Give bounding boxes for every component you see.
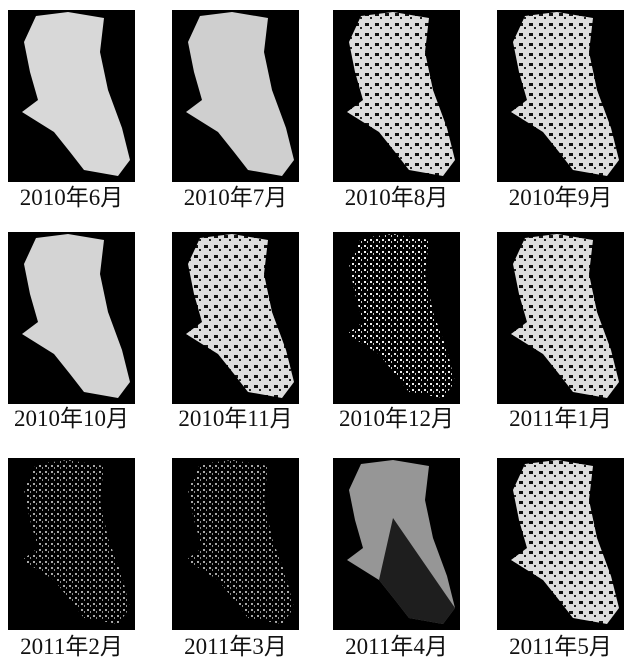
image-panel bbox=[8, 458, 135, 630]
caption: 2011年5月 bbox=[509, 634, 612, 659]
caption: 2010年10月 bbox=[14, 406, 129, 431]
caption: 2010年7月 bbox=[184, 185, 288, 210]
image-panel bbox=[497, 458, 624, 630]
caption: 2010年6月 bbox=[20, 185, 124, 210]
image-panel bbox=[497, 10, 624, 182]
caption: 2010年11月 bbox=[178, 406, 292, 431]
caption: 2011年1月 bbox=[509, 406, 612, 431]
image-panel bbox=[333, 10, 460, 182]
caption: 2011年4月 bbox=[345, 634, 448, 659]
figure: 2010年6月 2010年7月 2010年8月 2010年9月 2010年10月 2010… bbox=[0, 0, 626, 668]
image-panel bbox=[333, 458, 460, 630]
image-panel bbox=[8, 10, 135, 182]
image-panel bbox=[8, 232, 135, 404]
caption: 2011年2月 bbox=[20, 634, 123, 659]
caption: 2010年12月 bbox=[339, 406, 454, 431]
image-panel bbox=[333, 232, 460, 404]
caption: 2010年8月 bbox=[345, 185, 449, 210]
caption: 2011年3月 bbox=[184, 634, 287, 659]
image-panel bbox=[172, 10, 299, 182]
image-panel bbox=[172, 232, 299, 404]
caption: 2010年9月 bbox=[509, 185, 613, 210]
image-panel bbox=[497, 232, 624, 404]
image-panel bbox=[172, 458, 299, 630]
